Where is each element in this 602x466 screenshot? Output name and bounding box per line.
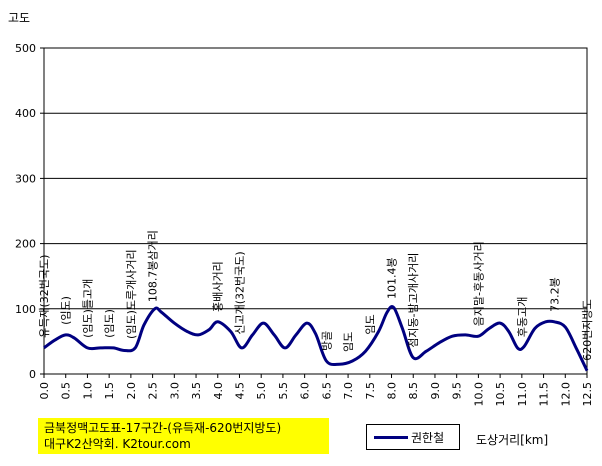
- caption-title: 금북정맥고도표-17구간-(유득재-620번지방도): [44, 421, 282, 435]
- x-tick-label: 4.5: [233, 382, 246, 400]
- x-tick-label: 7.0: [342, 382, 355, 400]
- x-tick-label: 10.5: [494, 382, 507, 407]
- legend-label: 권한철: [411, 431, 445, 445]
- caption-subtitle: 대구K2산악회. K2tour.com: [44, 437, 191, 451]
- x-tick-label: 6.5: [320, 382, 333, 400]
- annotation-label: 신고개(32번국도): [233, 251, 246, 334]
- x-tick-label: 5.0: [255, 382, 268, 400]
- x-tick-label: 2.0: [125, 382, 138, 400]
- x-tick-label: 1.5: [103, 382, 116, 400]
- y-tick-label: 200: [15, 238, 36, 251]
- x-tick-label: 6.0: [299, 382, 312, 400]
- x-tick-label: 4.0: [212, 382, 225, 400]
- plot-area: [43, 47, 588, 375]
- x-tick-label: 0.0: [38, 382, 51, 400]
- y-tick-label: 500: [15, 42, 36, 55]
- x-axis-label: 도상거리[km]: [476, 433, 549, 447]
- caption-box: 금북정맥고도표-17구간-(유득재-620번지방도) 대구K2산악회. K2to…: [38, 418, 329, 454]
- annotation-label: 음지말-후동사거리: [472, 241, 485, 326]
- annotation-label: 유득재(32번국도): [38, 255, 51, 338]
- x-tick-label: 3.0: [168, 382, 181, 400]
- annotation-label: 방골: [320, 331, 333, 351]
- x-tick-label: 7.5: [364, 382, 377, 400]
- annotation-label: 홍배사거리: [211, 261, 225, 312]
- series-line: [43, 305, 589, 372]
- y-axis-label: 고도: [8, 11, 31, 25]
- annotation-label: (임도): [103, 309, 116, 338]
- x-tick-label: 1.0: [81, 382, 94, 400]
- x-tick-label: 0.5: [60, 382, 73, 400]
- annotation-label: 임도: [342, 332, 355, 352]
- x-tick-label: 12.5: [581, 382, 594, 407]
- annotation-label: 620번지방도: [581, 299, 594, 360]
- annotation-label: 101.4봉: [386, 257, 399, 299]
- legend: 권한철: [366, 424, 460, 450]
- x-tick-label: 9.5: [451, 382, 464, 400]
- x-tick-label: 11.5: [538, 382, 551, 407]
- legend-swatch: [374, 436, 408, 439]
- x-tick-label: 2.5: [147, 382, 160, 400]
- x-tick-label: 12.0: [559, 382, 572, 407]
- annotation-label: (임도): [60, 296, 73, 325]
- x-tick-label: 8.5: [407, 382, 420, 400]
- x-tick-label: 5.5: [277, 382, 290, 400]
- annotation-label: 108.7봉삼거리: [147, 230, 160, 302]
- x-tick-label: 9.0: [429, 382, 442, 400]
- x-tick-label: 10.0: [472, 382, 485, 407]
- annotation-label: (임도)도루개사거리: [125, 249, 138, 339]
- y-tick-label: 100: [15, 303, 36, 316]
- annotation-label: 73.2봉: [548, 277, 561, 312]
- annotation-label: 후동고개: [516, 297, 529, 337]
- annotation-label: 점지동-밤고개사거리: [407, 253, 420, 348]
- y-tick-label: 400: [15, 107, 36, 120]
- x-tick-label: 8.0: [386, 382, 399, 400]
- x-tick-label: 3.5: [190, 382, 203, 400]
- x-tick-label: 11.0: [516, 382, 529, 407]
- annotation-label: (임도)틀고개: [81, 279, 94, 338]
- y-tick-label: 300: [15, 172, 36, 185]
- annotation-label: 임도: [364, 314, 377, 334]
- y-tick-label: 0: [29, 368, 36, 381]
